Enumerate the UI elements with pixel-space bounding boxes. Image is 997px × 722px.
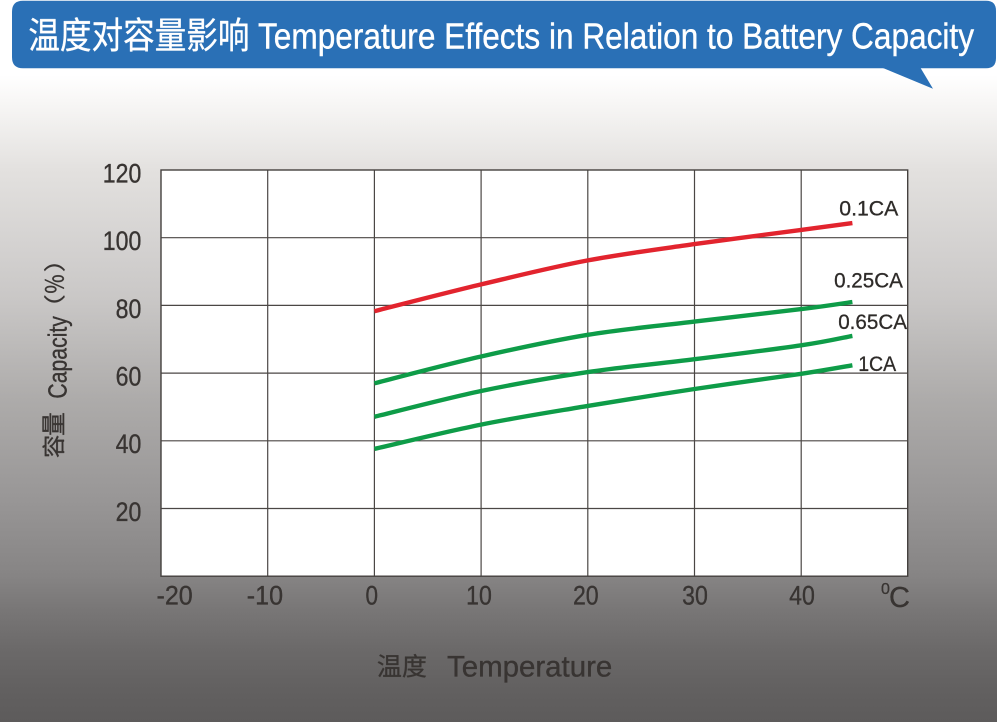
svg-text:1CA: 1CA xyxy=(858,351,897,376)
svg-text:0: 0 xyxy=(365,580,378,610)
svg-text:10: 10 xyxy=(466,580,492,610)
svg-text:30: 30 xyxy=(682,580,708,610)
svg-text:60: 60 xyxy=(116,362,142,392)
svg-text:-20: -20 xyxy=(157,580,193,610)
svg-text:40: 40 xyxy=(789,580,815,610)
svg-text:0.65CA: 0.65CA xyxy=(838,309,907,334)
svg-text:40: 40 xyxy=(116,429,142,459)
svg-text:-10: -10 xyxy=(247,580,283,610)
svg-text:C: C xyxy=(889,582,910,614)
svg-text:100: 100 xyxy=(103,226,142,256)
svg-text:0.25CA: 0.25CA xyxy=(834,267,903,292)
svg-text:20: 20 xyxy=(573,580,599,610)
svg-text:80: 80 xyxy=(116,294,142,324)
svg-text:Temperature Effects in Relatio: Temperature Effects in Relation to Batte… xyxy=(258,15,975,56)
svg-text:0.1CA: 0.1CA xyxy=(839,195,899,220)
svg-text:20: 20 xyxy=(116,497,142,527)
svg-text:120: 120 xyxy=(103,158,142,188)
svg-text:Capacity: Capacity xyxy=(42,316,72,399)
svg-text:Temperature: Temperature xyxy=(447,651,612,684)
svg-text:0: 0 xyxy=(881,581,890,598)
